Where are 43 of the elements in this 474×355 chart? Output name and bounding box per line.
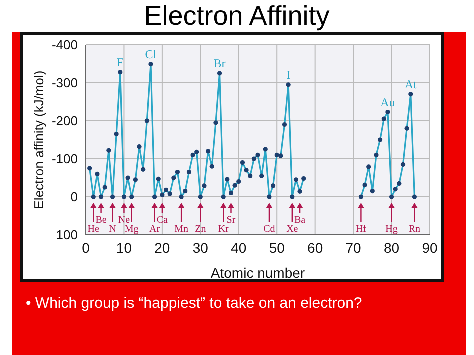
annotation: Zn xyxy=(195,224,206,235)
x-tick-label: 40 xyxy=(231,240,247,256)
annotation: Ca xyxy=(156,215,169,226)
annotation: F xyxy=(117,55,124,70)
y-tick-label: -200 xyxy=(52,114,78,129)
x-tick-label: 70 xyxy=(346,240,362,256)
y-axis-title: Electron affinity (kJ/mol) xyxy=(31,70,46,210)
annotation: Kr xyxy=(218,224,230,235)
y-tick-label: 0 xyxy=(70,190,78,205)
annotation: Ar xyxy=(150,224,161,235)
x-tick-label: 50 xyxy=(269,240,286,256)
annotation: Mn xyxy=(174,224,189,235)
y-tick-label: -300 xyxy=(52,76,78,91)
x-axis-title: Atomic number xyxy=(210,265,306,281)
annotation: N xyxy=(109,224,116,235)
y-tick-label: -400 xyxy=(52,38,78,53)
x-tick-label: 20 xyxy=(154,240,170,256)
annotation: I xyxy=(286,68,291,82)
annotation: Hf xyxy=(356,224,368,235)
annotation: He xyxy=(88,224,100,235)
annotation: Au xyxy=(380,95,396,110)
y-tick-label: 100 xyxy=(56,228,78,243)
annotation: Br xyxy=(214,56,226,70)
annotation: Cl xyxy=(145,47,158,62)
annotation: Hg xyxy=(386,224,398,235)
annotation: Ba xyxy=(294,215,306,226)
annotation: Cd xyxy=(264,224,276,235)
annotation: Rn xyxy=(408,224,421,235)
x-tick-label: 30 xyxy=(192,240,209,256)
y-tick-label: -100 xyxy=(52,152,78,167)
annotation: Ne xyxy=(118,215,131,226)
x-tick-label: 0 xyxy=(82,240,90,256)
chart-title: Electron Affinity xyxy=(143,0,331,32)
annotation: Xe xyxy=(286,224,299,235)
annotation: Sr xyxy=(226,215,236,226)
x-tick-label: 80 xyxy=(384,240,400,256)
annotation: Be xyxy=(96,215,108,226)
x-tick-label: 60 xyxy=(308,240,324,256)
annotation: Mg xyxy=(124,224,139,235)
text: • Which group is “happiest” to take on an electron? xyxy=(26,295,362,312)
annotation: At xyxy=(404,77,418,92)
x-tick-label: 10 xyxy=(116,240,132,256)
x-tick-label: 90 xyxy=(422,240,438,256)
